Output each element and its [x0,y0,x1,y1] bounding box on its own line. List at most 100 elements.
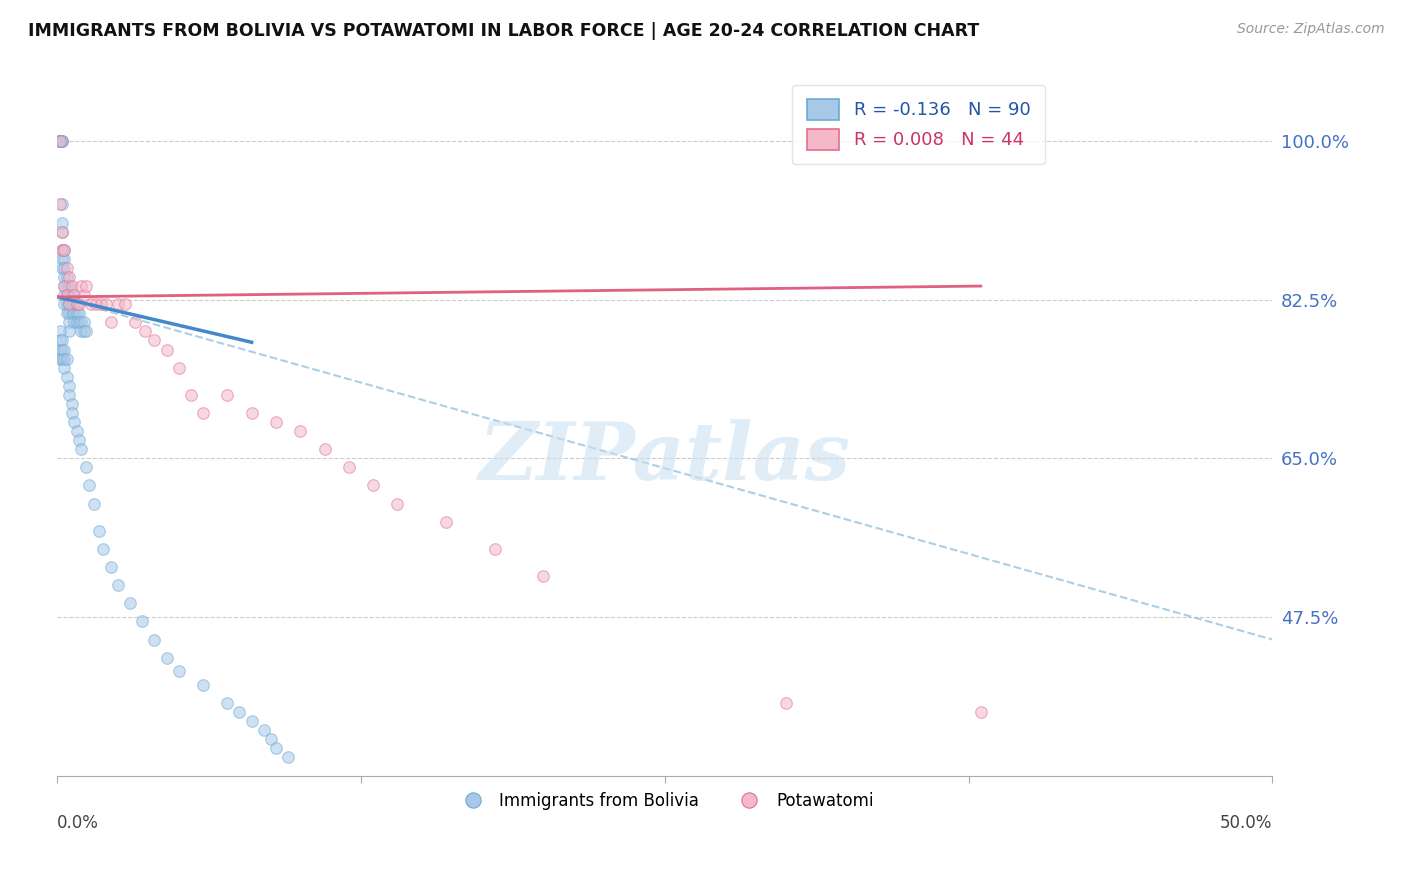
Point [60,279,83,293]
Point [240,714,263,728]
Point [51,225,73,239]
Point [277,750,299,764]
Point [67,433,90,447]
Text: 50.0%: 50.0% [1220,814,1272,832]
Point [48,334,70,348]
Point [58,306,80,320]
Point [56,351,79,366]
Point [51,216,73,230]
Point [48,343,70,357]
Point [56,306,79,320]
Point [63,306,86,320]
Point [970,705,993,719]
Point [67,297,90,311]
Point [48,134,70,148]
Point [51,243,73,257]
Point [60,306,83,320]
Point [131,615,153,629]
Point [361,478,384,492]
Point [63,315,86,329]
Legend: Immigrants from Bolivia, Potawatomi: Immigrants from Bolivia, Potawatomi [450,785,880,817]
Point [58,388,80,402]
Point [58,270,80,285]
Point [155,650,177,665]
Point [167,665,190,679]
Point [56,279,79,293]
Point [56,270,79,285]
Point [94,297,117,311]
Point [120,596,142,610]
Point [100,560,122,574]
Point [217,388,239,402]
Point [51,243,73,257]
Point [143,632,166,647]
Point [143,334,166,348]
Point [51,225,73,239]
Point [51,134,73,148]
Point [124,315,146,329]
Point [70,315,93,329]
Point [56,297,79,311]
Point [73,315,96,329]
Point [264,741,287,756]
Point [70,324,93,338]
Point [264,415,287,429]
Point [48,134,70,148]
Point [191,406,214,420]
Point [58,297,80,311]
Text: Source: ZipAtlas.com: Source: ZipAtlas.com [1237,22,1385,37]
Point [53,260,76,275]
Point [73,288,96,302]
Point [337,460,360,475]
Point [56,288,79,302]
Point [53,297,76,311]
Point [51,260,73,275]
Point [53,343,76,357]
Point [53,279,76,293]
Point [56,260,79,275]
Point [434,515,457,529]
Point [775,696,797,710]
Point [51,343,73,357]
Point [63,415,86,429]
Point [65,297,87,311]
Point [87,524,110,538]
Point [228,705,250,719]
Point [51,134,73,148]
Point [314,442,336,457]
Point [48,134,70,148]
Point [107,297,129,311]
Point [53,279,76,293]
Point [67,306,90,320]
Point [58,324,80,338]
Point [53,351,76,366]
Point [90,297,112,311]
Point [65,297,87,311]
Point [48,351,70,366]
Point [58,288,80,302]
Point [100,315,122,329]
Point [48,134,70,148]
Point [56,288,79,302]
Point [53,270,76,285]
Text: 0.0%: 0.0% [58,814,98,832]
Point [114,297,136,311]
Point [107,578,129,592]
Point [51,134,73,148]
Point [93,541,115,556]
Point [51,252,73,266]
Point [51,351,73,366]
Point [53,243,76,257]
Point [58,279,80,293]
Point [531,569,554,583]
Point [65,306,87,320]
Point [240,406,263,420]
Point [70,442,93,457]
Point [58,297,80,311]
Point [191,678,214,692]
Point [63,297,86,311]
Point [48,134,70,148]
Point [48,197,70,211]
Text: ZIPatlas: ZIPatlas [479,418,851,496]
Point [63,288,86,302]
